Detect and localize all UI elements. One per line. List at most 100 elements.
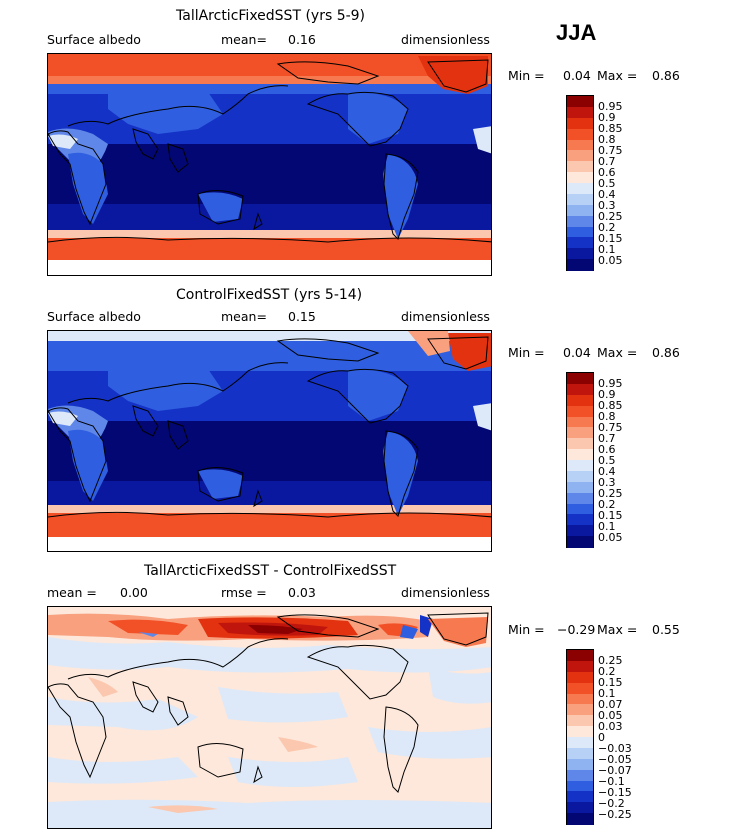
colorbar-tick-label: 0.2 [598, 221, 616, 234]
colorbar-swatch [567, 106, 593, 119]
colorbar-tick-label: 0.4 [598, 188, 616, 201]
colorbar-tick-label: −0.15 [598, 786, 632, 799]
colorbar-tick-label: 0.85 [598, 399, 623, 412]
panel-3-title: TallArcticFixedSST - ControlFixedSST [144, 563, 397, 579]
colorbar-tick-label: 0.1 [598, 687, 616, 700]
colorbar-tick-label: 0.95 [598, 100, 623, 113]
colorbar-swatch [567, 416, 593, 428]
colorbar-tick-label: 0.7 [598, 155, 616, 168]
panel-2-colorbar [566, 372, 594, 548]
colorbar-tick-label: 0.5 [598, 454, 616, 467]
colorbar-tick-label: 0.2 [598, 665, 616, 678]
colorbar-tick-label: 0.07 [598, 698, 623, 711]
panel-2-min-value: 0.04 [563, 345, 591, 360]
colorbar-tick-label: 0.15 [598, 509, 623, 522]
panel-2-units-label: dimensionless [401, 309, 490, 324]
panel-3-map [47, 606, 492, 829]
colorbar-swatch [567, 460, 593, 472]
colorbar-swatch [567, 704, 593, 716]
colorbar-tick-label: 0.05 [598, 709, 623, 722]
colorbar-swatch [567, 470, 593, 483]
colorbar-tick-label: 0.7 [598, 432, 616, 445]
colorbar-tick-label: −0.2 [598, 797, 625, 810]
colorbar-swatch [567, 161, 593, 173]
panel-2-map [47, 330, 492, 552]
colorbar-tick-label: 0.15 [598, 232, 623, 245]
colorbar-swatch [567, 96, 593, 108]
panel-3-min-value: −0.29 [557, 622, 596, 637]
panel-3-mean-label: mean = [47, 585, 97, 600]
panel-1-min-value: 0.04 [563, 68, 591, 83]
colorbar-swatch [567, 492, 593, 504]
panel-3-max-label: Max = [597, 622, 638, 637]
colorbar-tick-label: 0.8 [598, 410, 616, 423]
panel-3-rmse-value: 0.03 [288, 585, 316, 600]
panel-1-min-label: Min = [508, 68, 545, 83]
colorbar-tick-label: 0.85 [598, 122, 623, 135]
colorbar-swatch [567, 671, 593, 684]
colorbar-tick-label: 0.25 [598, 210, 623, 223]
panel-1-variable-label: Surface albedo [47, 32, 141, 47]
colorbar-swatch [567, 780, 593, 792]
panel-1-colorbar [566, 95, 594, 271]
colorbar-tick-label: 0.25 [598, 654, 623, 667]
panel-1-mean-label: mean= [221, 32, 267, 47]
colorbar-swatch [567, 715, 593, 727]
colorbar-swatch [567, 525, 593, 537]
panel-1-max-label: Max = [597, 68, 638, 83]
colorbar-swatch [567, 682, 593, 694]
panel-3-colorbar [566, 649, 594, 825]
colorbar-tick-label: 0.03 [598, 720, 623, 733]
panel-1-map [47, 53, 492, 276]
panel-2-min-label: Min = [508, 345, 545, 360]
colorbar-tick-label: 0.1 [598, 520, 616, 533]
colorbar-swatch [567, 791, 593, 803]
colorbar-swatch [567, 128, 593, 140]
colorbar-tick-label: 0 [598, 731, 605, 744]
colorbar-swatch [567, 427, 593, 439]
colorbar-swatch [567, 536, 593, 548]
panel-3-mean-value: 0.00 [120, 585, 148, 600]
colorbar-swatch [567, 758, 593, 771]
colorbar-swatch [567, 204, 593, 217]
colorbar-tick-label: 0.95 [598, 377, 623, 390]
colorbar-swatch [567, 449, 593, 461]
panel-2-max-value: 0.86 [652, 345, 680, 360]
colorbar-swatch [567, 514, 593, 526]
colorbar-swatch [567, 726, 593, 738]
panel-2-max-label: Max = [597, 345, 638, 360]
panel-3-min-label: Min = [508, 622, 545, 637]
panel-2-title: ControlFixedSST (yrs 5-14) [176, 287, 363, 303]
colorbar-swatch [567, 183, 593, 195]
colorbar-swatch [567, 481, 593, 494]
colorbar-tick-label: 0.3 [598, 476, 616, 489]
panel-2-variable-label: Surface albedo [47, 309, 141, 324]
colorbar-tick-label: −0.03 [598, 742, 632, 755]
colorbar-tick-label: 0.3 [598, 199, 616, 212]
colorbar-swatch [567, 438, 593, 450]
colorbar-swatch [567, 737, 593, 749]
colorbar-swatch [567, 248, 593, 260]
colorbar-tick-label: −0.07 [598, 764, 632, 777]
panel-2-mean-label: mean= [221, 309, 267, 324]
colorbar-tick-label: 0.4 [598, 465, 616, 478]
colorbar-tick-label: 0.5 [598, 177, 616, 190]
colorbar-swatch [567, 226, 593, 238]
colorbar-swatch [567, 139, 593, 151]
colorbar-swatch [567, 769, 593, 781]
panel-1-max-value: 0.86 [652, 68, 680, 83]
colorbar-tick-label: 0.05 [598, 254, 623, 267]
panel-3-max-value: 0.55 [652, 622, 680, 637]
panel-1-title: TallArcticFixedSST (yrs 5-9) [176, 8, 366, 24]
colorbar-swatch [567, 693, 593, 705]
colorbar-tick-label: 0.1 [598, 243, 616, 256]
colorbar-tick-label: 0.2 [598, 498, 616, 511]
colorbar-tick-label: 0.8 [598, 133, 616, 146]
colorbar-swatch [567, 117, 593, 130]
colorbar-swatch [567, 172, 593, 184]
colorbar-swatch [567, 405, 593, 417]
colorbar-tick-label: 0.15 [598, 676, 623, 689]
colorbar-swatch [567, 150, 593, 162]
colorbar-tick-label: 0.9 [598, 111, 616, 124]
colorbar-swatch [567, 394, 593, 407]
